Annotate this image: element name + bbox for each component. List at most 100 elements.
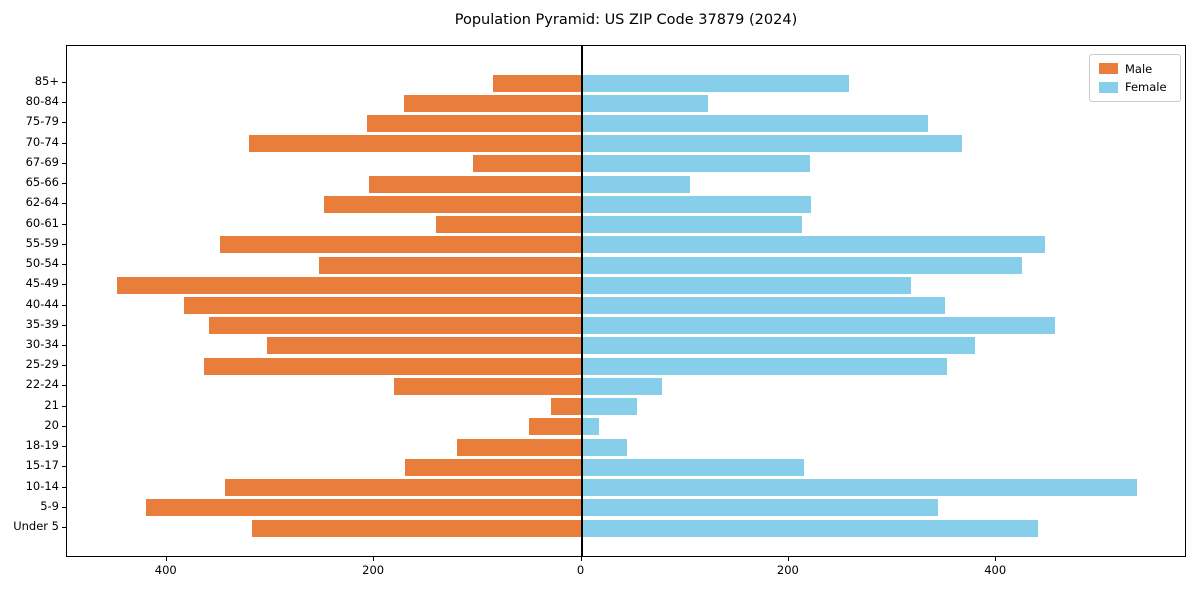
y-axis-label: 15-17 — [25, 458, 59, 473]
legend: Male Female — [1089, 54, 1181, 102]
female-bar — [582, 479, 1138, 497]
x-tick-label: 400 — [984, 563, 1007, 577]
male-bar — [324, 195, 582, 213]
female-bar — [582, 519, 1038, 537]
female-bar — [582, 458, 805, 476]
female-bar — [582, 337, 976, 355]
male-bar — [405, 458, 582, 476]
male-bar — [267, 337, 582, 355]
y-axis-label: 18-19 — [25, 438, 59, 453]
y-axis-label: 67-69 — [25, 154, 59, 169]
male-bar — [472, 155, 582, 173]
y-axis-label: 40-44 — [25, 296, 59, 311]
y-axis-label: 10-14 — [25, 478, 59, 493]
male-bar — [436, 216, 582, 234]
female-bar — [582, 297, 946, 314]
y-tick-mark — [62, 203, 66, 205]
x-tick-label: 0 — [576, 563, 585, 577]
female-bar — [582, 499, 939, 517]
male-bar — [146, 499, 582, 517]
y-tick-mark — [62, 142, 66, 144]
y-axis-label: 75-79 — [25, 114, 59, 129]
x-tick-mark — [787, 557, 789, 561]
male-bar — [366, 114, 582, 132]
female-bar — [582, 256, 1023, 274]
y-tick-mark — [62, 264, 66, 266]
y-axis-label: 62-64 — [25, 195, 59, 210]
plot-area — [66, 45, 1186, 557]
x-tick-label: 200 — [776, 563, 799, 577]
y-axis-label: 85+ — [34, 74, 59, 88]
male-bar — [319, 256, 582, 274]
y-axis-label: 50-54 — [25, 256, 59, 271]
male-bar — [404, 94, 582, 112]
y-tick-mark — [62, 243, 66, 245]
y-axis-label: 45-49 — [25, 276, 59, 291]
y-tick-mark — [62, 162, 66, 164]
y-axis-label: 25-29 — [25, 357, 59, 372]
y-tick-mark — [62, 385, 66, 387]
y-tick-mark — [62, 527, 66, 528]
y-tick-mark — [62, 324, 66, 326]
male-bar — [457, 438, 582, 456]
y-tick-mark — [62, 183, 66, 185]
female-bar — [582, 276, 912, 294]
male-color-swatch — [1099, 63, 1118, 75]
male-bar — [224, 479, 582, 497]
y-axis-label: 20 — [44, 417, 59, 432]
male-bar — [368, 175, 582, 193]
female-bar — [582, 155, 810, 173]
x-tick-mark — [995, 557, 997, 561]
y-tick-mark — [62, 425, 66, 427]
zero-axis-line — [580, 46, 583, 556]
y-axis-label: 21 — [44, 397, 59, 412]
x-tick-mark — [580, 557, 582, 561]
female-bar — [582, 114, 928, 132]
female-bar — [582, 236, 1045, 254]
y-tick-mark — [62, 405, 66, 407]
y-tick-mark — [62, 446, 66, 448]
female-bar — [582, 94, 708, 112]
female-color-swatch — [1099, 81, 1118, 93]
y-tick-mark — [62, 304, 66, 306]
chart-title: Population Pyramid: US ZIP Code 37879 (2… — [454, 12, 798, 28]
female-bar — [582, 317, 1056, 335]
y-tick-mark — [62, 102, 66, 104]
male-bar — [204, 357, 582, 375]
y-axis-label: 55-59 — [25, 235, 59, 250]
x-tick-label: 400 — [154, 563, 177, 577]
x-tick-mark — [165, 557, 167, 561]
female-bar — [582, 135, 962, 153]
y-axis-label: 35-39 — [25, 316, 59, 331]
female-bar — [582, 357, 948, 375]
y-tick-mark — [62, 486, 66, 488]
y-tick-mark — [62, 506, 66, 508]
male-bar — [117, 276, 582, 294]
male-bar — [184, 297, 582, 314]
male-bar — [551, 398, 582, 416]
female-bar — [582, 195, 811, 213]
male-bar — [219, 236, 582, 254]
y-tick-mark — [62, 223, 66, 225]
y-axis-label: 65-66 — [25, 175, 59, 190]
legend-female-label: Female — [1125, 80, 1167, 95]
y-axis-label: 30-34 — [25, 336, 59, 351]
female-bar — [582, 74, 849, 92]
male-bar — [251, 519, 582, 537]
female-bar — [582, 438, 628, 456]
y-tick-mark — [62, 344, 66, 346]
y-axis-label: 80-84 — [25, 94, 59, 109]
y-tick-mark — [62, 284, 66, 286]
legend-item-female: Female — [1090, 80, 1180, 94]
male-bar — [493, 74, 582, 92]
y-axis-label: 22-24 — [25, 377, 59, 392]
y-axis-label: 70-74 — [25, 134, 59, 149]
male-bar — [528, 418, 582, 436]
female-bar — [582, 418, 600, 436]
y-tick-mark — [62, 466, 66, 468]
female-bar — [582, 398, 638, 416]
male-bar — [209, 317, 582, 335]
y-axis-label: 60-61 — [25, 215, 59, 230]
y-axis-label: 5-9 — [40, 498, 59, 513]
